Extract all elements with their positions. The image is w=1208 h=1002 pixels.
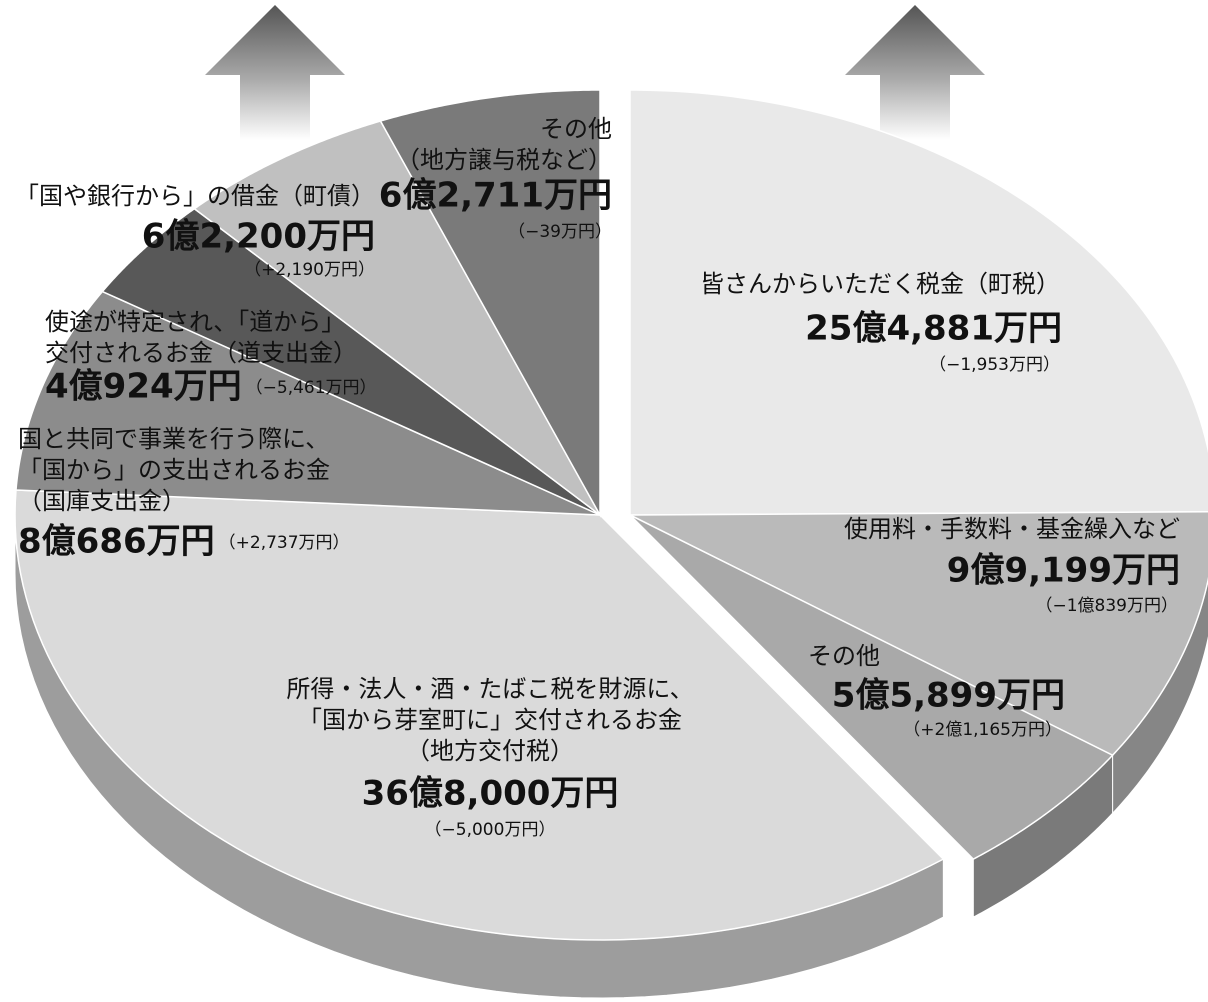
- slice-label: 「国や銀行から」の借金（町債）: [15, 182, 375, 210]
- slice-label: 皆さんからいただく税金（町税）: [700, 270, 1060, 298]
- slice-label: 使用料・手数料・基金繰入など: [844, 515, 1180, 543]
- slice-label: 「国から芽室町に」交付されるお金: [298, 706, 682, 734]
- labels: 皆さんからいただく税金（町税） 25億4,881万円 （−1,953万円） 使用料・手…: [15, 115, 1180, 840]
- pie: [14, 89, 1208, 999]
- value-label: 8億686万円: [18, 522, 215, 562]
- slice: [193, 120, 601, 516]
- slice-label: その他: [540, 115, 612, 143]
- slice: [14, 489, 945, 941]
- slice-label: 国と共同で事業を行う際に、: [18, 425, 329, 453]
- slice-label: 使途が特定され、「道から」: [45, 308, 345, 336]
- change-label: （+2億1,165万円）: [903, 720, 1062, 740]
- change-label: （−5,461万円）: [246, 378, 377, 398]
- value-label: 4億924万円: [45, 367, 242, 407]
- slice: [629, 511, 1208, 757]
- change-label: （−1億839万円）: [1035, 596, 1178, 616]
- slice-label: 交付されるお金（道支出金）: [45, 339, 357, 367]
- slice: [101, 207, 601, 516]
- arrow: [205, 5, 345, 140]
- slice-label: 「国から」の支出されるお金: [18, 456, 330, 484]
- value-label: 9億9,199万円: [947, 551, 1180, 591]
- change-label: （+2,737万円）: [219, 533, 350, 553]
- slice-label: （地方譲与税など）: [396, 146, 612, 174]
- slice-label: （国庫支出金）: [18, 487, 186, 515]
- value-label: 25億4,881万円: [805, 309, 1062, 349]
- change-label: （+2,190万円）: [244, 260, 375, 280]
- value-label: 36億8,000万円: [362, 774, 619, 814]
- slice: [15, 290, 601, 516]
- slice: [379, 89, 601, 518]
- slice-label: その他: [808, 642, 880, 670]
- slice-label: （地方交付税）: [406, 737, 574, 765]
- slice-label: 所得・法人・酒・たばこ税を財源に、: [286, 675, 693, 703]
- change-label: （−1,953万円）: [929, 355, 1060, 375]
- change-label: （−5,000万円）: [425, 820, 556, 840]
- slice: [629, 514, 1114, 861]
- value-label: 5億5,899万円: [832, 676, 1065, 716]
- slice: [629, 89, 1208, 516]
- value-label: 6億2,711万円: [379, 176, 612, 216]
- change-label: （−39万円）: [508, 222, 612, 242]
- value-label: 6億2,200万円: [142, 217, 375, 257]
- arrow: [845, 5, 985, 140]
